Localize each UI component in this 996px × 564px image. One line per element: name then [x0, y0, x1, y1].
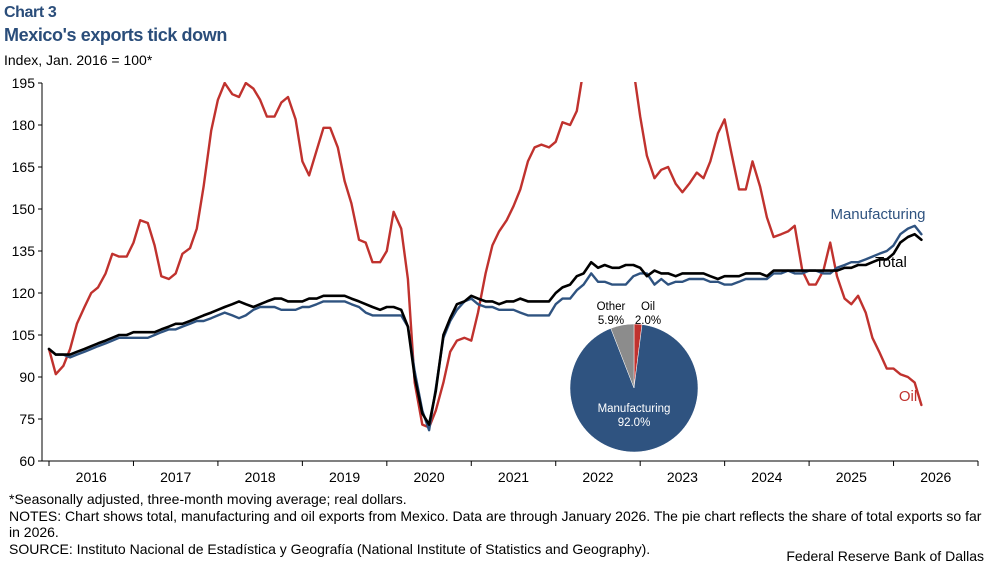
- y-tick-label: 105: [12, 327, 36, 343]
- x-tick-label: 2022: [582, 469, 613, 485]
- y-tick-label: 165: [12, 159, 36, 175]
- x-tick-label: 2018: [245, 469, 276, 485]
- y-tick-label: 195: [12, 75, 36, 91]
- y-axis-units: Index, Jan. 2016 = 100*: [4, 52, 153, 68]
- pie-slice-other: [610, 323, 635, 389]
- chart-title: Mexico's exports tick down: [4, 25, 227, 45]
- pie-label-other: Other: [597, 301, 626, 313]
- pie-value-manufacturing: 92.0%: [618, 417, 651, 429]
- y-tick-label: 90: [19, 369, 35, 385]
- series-total: [47, 232, 923, 426]
- line-manufacturing: [47, 224, 923, 432]
- series-label-oil: Oil: [899, 388, 917, 405]
- notes-block: *Seasonally adjusted, three-month moving…: [9, 491, 984, 557]
- y-ticks: 60 75 90 105 120 135 150 165 180 195: [12, 75, 42, 469]
- pie-slice-manufacturing: [569, 324, 699, 453]
- source-text: SOURCE: Instituto Nacional de Estadístic…: [9, 540, 651, 557]
- credit: Federal Reserve Bank of Dallas: [786, 548, 984, 564]
- axes: [41, 83, 978, 462]
- y-tick-label: 75: [19, 411, 35, 427]
- series-oil: [47, 82, 923, 429]
- x-tick-label: 2017: [160, 469, 191, 485]
- pie-value-oil: 2.0%: [635, 315, 661, 327]
- y-tick-label: 180: [12, 117, 36, 133]
- x-tick-label: 2021: [498, 469, 529, 485]
- pie-chart: Manufacturing 92.0% Other 5.9% Oil 2.0%: [569, 301, 699, 453]
- y-tick-label: 120: [12, 285, 36, 301]
- x-tick-label: 2024: [751, 469, 782, 485]
- line-total: [47, 232, 923, 426]
- x-tick-label: 2016: [76, 469, 107, 485]
- x-tick-labels: 2016 2017 2018 2019 2020 2021 2022 2023 2024 2025…: [48, 461, 979, 485]
- notes-text: NOTES: Chart shows total, manufacturing …: [9, 507, 982, 541]
- series-lines: [47, 82, 923, 432]
- series-label-manufacturing: Manufacturing: [830, 206, 925, 223]
- x-tick-label: 2019: [329, 469, 360, 485]
- x-tick-label: 2023: [667, 469, 698, 485]
- pie-label-oil: Oil: [641, 301, 655, 313]
- chart-number: Chart 3: [4, 4, 57, 21]
- pie-label-manufacturing: Manufacturing: [598, 403, 671, 415]
- x-tick-label: 2026: [920, 469, 951, 485]
- footnote: *Seasonally adjusted, three-month moving…: [9, 491, 407, 507]
- series-manufacturing: [47, 224, 923, 432]
- series-labels: Oil Manufacturing Total: [830, 206, 925, 405]
- series-label-total: Total: [875, 254, 907, 271]
- y-tick-label: 150: [12, 201, 36, 217]
- y-tick-label: 60: [19, 453, 35, 469]
- pie-value-other: 5.9%: [598, 315, 624, 327]
- line-oil-cont: [634, 82, 923, 407]
- y-tick-label: 135: [12, 243, 36, 259]
- x-tick-label: 2020: [413, 469, 444, 485]
- x-tick-label: 2025: [836, 469, 867, 485]
- line-oil: [47, 82, 583, 429]
